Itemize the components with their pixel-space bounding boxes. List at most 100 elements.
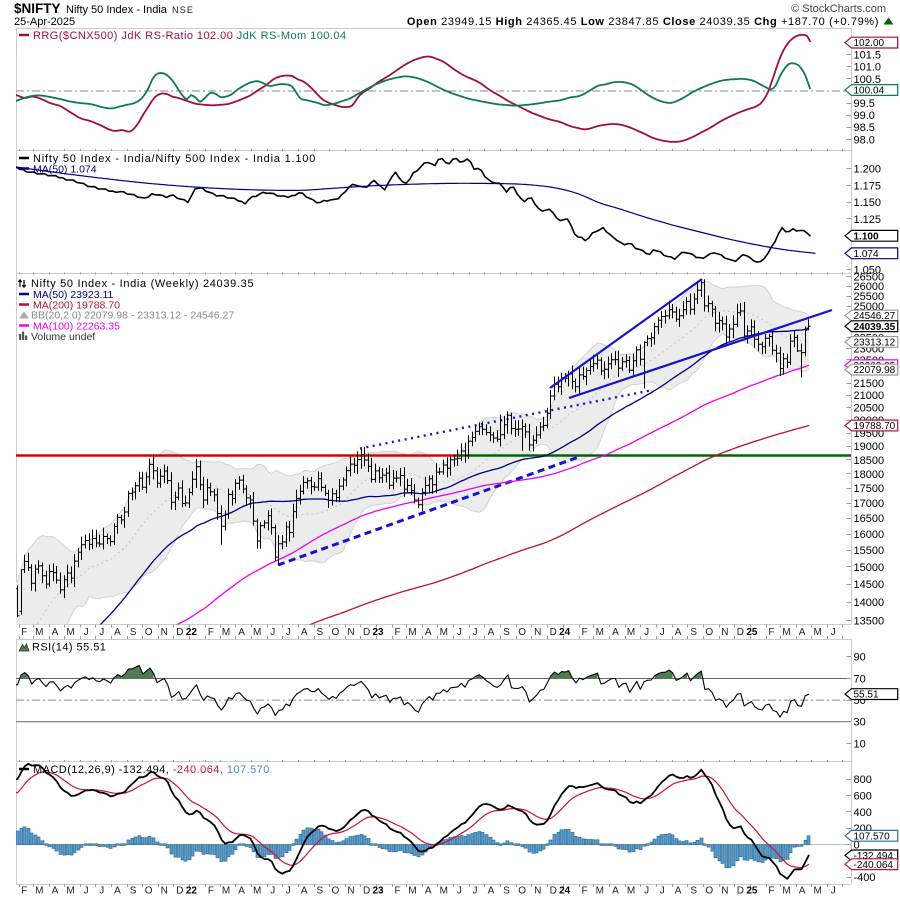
- svg-text:J: J: [457, 886, 462, 897]
- svg-text:90: 90: [854, 652, 866, 664]
- svg-text:23: 23: [372, 886, 384, 897]
- svg-text:15000: 15000: [854, 562, 885, 574]
- svg-text:600: 600: [854, 791, 872, 803]
- svg-text:15500: 15500: [854, 545, 885, 557]
- svg-text:Volume undef: Volume undef: [31, 331, 95, 343]
- svg-text:F: F: [394, 886, 400, 897]
- svg-text:1.100: 1.100: [854, 231, 879, 242]
- svg-text:400: 400: [854, 807, 872, 819]
- svg-text:J: J: [831, 886, 836, 897]
- svg-text:J: J: [473, 886, 478, 897]
- svg-text:101.5: 101.5: [854, 50, 882, 62]
- svg-text:S: S: [130, 627, 137, 638]
- svg-text:J: J: [660, 627, 665, 638]
- svg-text:F: F: [768, 886, 774, 897]
- svg-text:NSE: NSE: [172, 5, 194, 15]
- svg-text:1.125: 1.125: [854, 214, 882, 226]
- svg-text:Nifty 50 Index - India/Nifty 5: Nifty 50 Index - India/Nifty 500 Index -…: [33, 153, 316, 165]
- svg-text:A: A: [675, 886, 682, 897]
- svg-text:A: A: [488, 627, 495, 638]
- svg-text:M: M: [627, 627, 635, 638]
- svg-text:J: J: [270, 886, 275, 897]
- svg-text:-132.494: -132.494: [854, 851, 894, 862]
- svg-text:1.200: 1.200: [854, 164, 882, 176]
- svg-text:MA(50) 23923.11: MA(50) 23923.11: [33, 289, 114, 301]
- svg-text:A: A: [488, 886, 495, 897]
- svg-text:19788.70: 19788.70: [854, 421, 896, 432]
- svg-text:M: M: [596, 886, 604, 897]
- svg-text:M: M: [35, 886, 43, 897]
- svg-text:0: 0: [854, 840, 860, 852]
- svg-text:D: D: [363, 886, 370, 897]
- svg-text:MACD(12,26,9) -132.494, -240.0: MACD(12,26,9) -132.494, -240.064, 107.57…: [33, 764, 270, 776]
- svg-text:25: 25: [746, 627, 758, 638]
- svg-text:18000: 18000: [854, 469, 885, 481]
- svg-text:70: 70: [854, 673, 866, 685]
- svg-text:25500: 25500: [854, 291, 885, 303]
- svg-text:D: D: [363, 627, 370, 638]
- svg-text:800: 800: [854, 774, 872, 786]
- svg-text:N: N: [161, 886, 168, 897]
- svg-text:N: N: [721, 886, 728, 897]
- svg-text:30: 30: [854, 717, 866, 729]
- svg-text:M: M: [782, 627, 790, 638]
- svg-text:J: J: [99, 886, 104, 897]
- svg-text:F: F: [768, 627, 774, 638]
- svg-text:55.51: 55.51: [854, 690, 879, 701]
- svg-text:17500: 17500: [854, 483, 885, 495]
- svg-text:J: J: [831, 627, 836, 638]
- svg-text:N: N: [347, 886, 354, 897]
- svg-text:Nifty 50 Index - India (Weekly: Nifty 50 Index - India (Weekly) 24039.35: [31, 278, 254, 290]
- svg-text:MA(200) 19788.70: MA(200) 19788.70: [33, 300, 120, 312]
- svg-text:14000: 14000: [854, 597, 885, 609]
- svg-text:16000: 16000: [854, 529, 885, 541]
- svg-text:1.175: 1.175: [854, 180, 882, 192]
- svg-text:A: A: [114, 886, 121, 897]
- svg-text:24: 24: [559, 627, 571, 638]
- svg-text:O: O: [518, 886, 526, 897]
- svg-text:M: M: [408, 627, 416, 638]
- svg-text:A: A: [799, 886, 806, 897]
- svg-text:RSI(14) 55.51: RSI(14) 55.51: [32, 642, 106, 654]
- svg-text:MA(100) 22263.35: MA(100) 22263.35: [33, 321, 120, 333]
- svg-text:F: F: [21, 886, 27, 897]
- svg-text:100.04: 100.04: [854, 86, 885, 97]
- svg-text:M: M: [782, 886, 790, 897]
- svg-text:24039.35: 24039.35: [854, 322, 896, 333]
- svg-text:D: D: [550, 627, 557, 638]
- svg-text:107.570: 107.570: [854, 831, 891, 842]
- svg-text:M: M: [66, 627, 74, 638]
- svg-text:A: A: [52, 627, 59, 638]
- svg-text:A: A: [52, 886, 59, 897]
- svg-text:21000: 21000: [854, 390, 885, 402]
- svg-text:101.0: 101.0: [854, 62, 882, 74]
- svg-text:M: M: [627, 886, 635, 897]
- svg-text:A: A: [425, 886, 432, 897]
- svg-text:A: A: [301, 627, 308, 638]
- svg-text:O: O: [332, 627, 340, 638]
- svg-text:20500: 20500: [854, 402, 885, 414]
- svg-text:A: A: [612, 627, 619, 638]
- svg-text:22079.98: 22079.98: [854, 365, 896, 376]
- svg-text:J: J: [457, 627, 462, 638]
- svg-text:D: D: [737, 886, 744, 897]
- svg-text:N: N: [721, 627, 728, 638]
- svg-text:J: J: [84, 886, 89, 897]
- svg-text:22: 22: [186, 886, 198, 897]
- svg-text:J: J: [644, 886, 649, 897]
- svg-text:N: N: [347, 627, 354, 638]
- svg-text:26500: 26500: [854, 271, 885, 283]
- svg-text:O: O: [705, 886, 713, 897]
- svg-text:© StockCharts.com: © StockCharts.com: [791, 3, 886, 15]
- svg-text:A: A: [799, 627, 806, 638]
- svg-text:O: O: [145, 627, 153, 638]
- svg-text:A: A: [301, 886, 308, 897]
- svg-text:S: S: [130, 886, 137, 897]
- svg-text:21500: 21500: [854, 378, 885, 390]
- svg-text:S: S: [690, 886, 697, 897]
- svg-text:F: F: [21, 627, 27, 638]
- svg-text:M: M: [253, 886, 261, 897]
- svg-text:J: J: [644, 627, 649, 638]
- svg-text:M: M: [222, 886, 230, 897]
- svg-text:M: M: [596, 627, 604, 638]
